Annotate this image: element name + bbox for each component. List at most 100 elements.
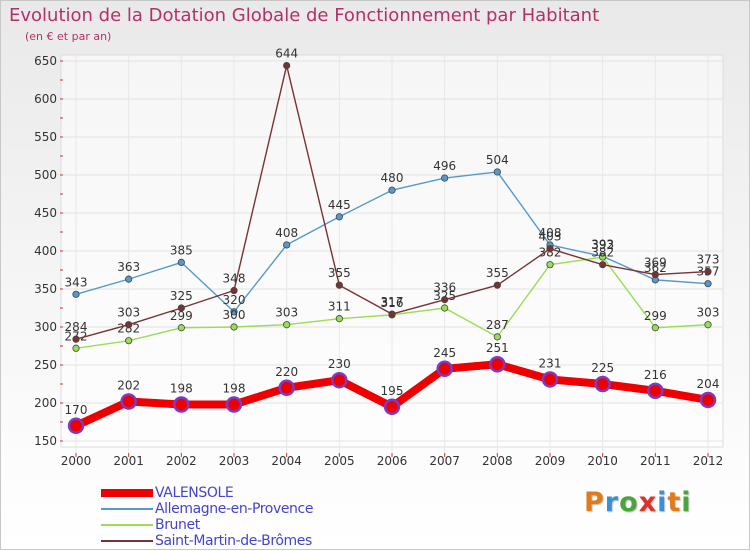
x-tick-label: 2012: [693, 454, 724, 468]
data-point: [335, 281, 343, 289]
data-label: 303: [275, 306, 298, 320]
data-point: [493, 281, 501, 289]
logo-letter: i: [681, 487, 692, 518]
data-point: [436, 360, 453, 378]
data-point: [125, 321, 133, 329]
data-point: [72, 290, 80, 298]
series-valensole: 170 202 198 198 220 230 195 245 251 231 225 216 204: [65, 341, 720, 435]
legend-item: Saint-Martin-de-Brômes: [101, 533, 401, 549]
data-point: [120, 393, 137, 410]
logo-letter: t: [667, 487, 682, 518]
data-point: [651, 324, 659, 332]
data-label: 303: [697, 306, 720, 320]
logo-letter: o: [619, 487, 639, 518]
x-tick-label: 2003: [219, 454, 250, 468]
data-label: 311: [328, 300, 351, 314]
proxiti-logo: Proxiti: [584, 487, 692, 518]
x-tick-label: 2009: [535, 454, 566, 468]
data-point: [283, 321, 291, 329]
data-label: 225: [591, 361, 614, 375]
legend-swatch: [101, 524, 153, 526]
data-label: 325: [170, 289, 193, 303]
chart-subtitle: (en € et par an): [25, 30, 112, 43]
data-label: 300: [223, 308, 246, 322]
data-label: 336: [433, 281, 456, 295]
data-label: 369: [644, 256, 667, 270]
x-tick-label: 2007: [429, 454, 460, 468]
data-label: 373: [697, 253, 720, 267]
legend-swatch: [101, 489, 153, 497]
x-tick-label: 2004: [271, 454, 302, 468]
y-tick-label: 400: [34, 244, 57, 258]
x-tick-label: 2002: [166, 454, 197, 468]
data-point: [599, 253, 607, 261]
data-label: 320: [223, 293, 246, 307]
data-point: [594, 375, 611, 393]
data-label: 299: [644, 309, 667, 323]
data-label: 299: [170, 309, 193, 323]
data-point: [383, 398, 401, 416]
y-tick-label: 450: [34, 206, 57, 220]
data-point: [177, 258, 185, 266]
data-label: 343: [65, 275, 88, 289]
data-label: 170: [65, 403, 88, 417]
series-allemagne-en-provence: 343363385320408445480496504408393362357: [65, 153, 719, 316]
legend-label: Brunet: [155, 517, 200, 533]
data-label: 382: [591, 246, 614, 260]
data-label: 204: [697, 377, 720, 391]
data-label: 392: [591, 238, 614, 252]
data-point: [541, 371, 559, 388]
data-point: [441, 174, 449, 182]
data-label: 382: [539, 246, 562, 260]
data-label: 195: [381, 384, 404, 398]
data-label: 445: [328, 198, 351, 212]
series-saint-martin-de-br-mes: 284 303 325 348 644 355 317 336 355 403 382 369 373: [65, 47, 720, 343]
data-label: 480: [381, 171, 404, 185]
data-point: [278, 379, 295, 397]
data-point: [173, 396, 190, 413]
data-point: [441, 296, 449, 304]
data-point: [230, 323, 238, 331]
data-point: [651, 270, 659, 279]
data-point: [388, 310, 396, 318]
data-label: 363: [117, 260, 140, 274]
data-point: [493, 168, 501, 176]
data-point: [704, 267, 712, 276]
data-label: 355: [328, 266, 351, 280]
y-tick-label: 600: [34, 92, 57, 106]
legend-label: Allemagne-en-Provence: [155, 501, 314, 517]
legend-label: VALENSOLE: [155, 485, 234, 501]
data-label: 385: [170, 243, 193, 257]
data-point: [72, 344, 80, 352]
legend-swatch: [101, 540, 153, 542]
data-point: [599, 261, 607, 269]
y-tick-label: 250: [34, 358, 57, 372]
y-tick-label: 650: [34, 54, 57, 68]
data-label: 303: [117, 306, 140, 320]
x-tick-label: 2000: [61, 454, 92, 468]
x-tick-label: 2008: [482, 454, 513, 468]
logo-letter: x: [638, 487, 658, 518]
data-point: [704, 280, 712, 288]
data-point: [283, 241, 291, 249]
data-label: 220: [275, 365, 298, 379]
data-point: [125, 337, 133, 345]
data-label: 317: [381, 295, 404, 309]
data-label: 231: [539, 356, 562, 370]
data-point: [67, 417, 85, 435]
y-tick-label: 200: [34, 396, 57, 410]
legend-label: Saint-Martin-de-Brômes: [155, 533, 312, 549]
legend-item: Brunet: [101, 517, 401, 533]
data-point: [546, 261, 554, 269]
data-point: [230, 286, 238, 295]
data-label: 284: [65, 320, 88, 334]
data-point: [335, 213, 343, 221]
data-point: [230, 308, 238, 316]
data-label: 287: [486, 318, 509, 332]
data-label: 403: [539, 230, 562, 244]
data-label: 251: [486, 341, 509, 355]
data-point: [493, 333, 501, 341]
x-tick-label: 2006: [377, 454, 408, 468]
data-label: 325: [433, 289, 456, 303]
y-tick-label: 300: [34, 320, 57, 334]
